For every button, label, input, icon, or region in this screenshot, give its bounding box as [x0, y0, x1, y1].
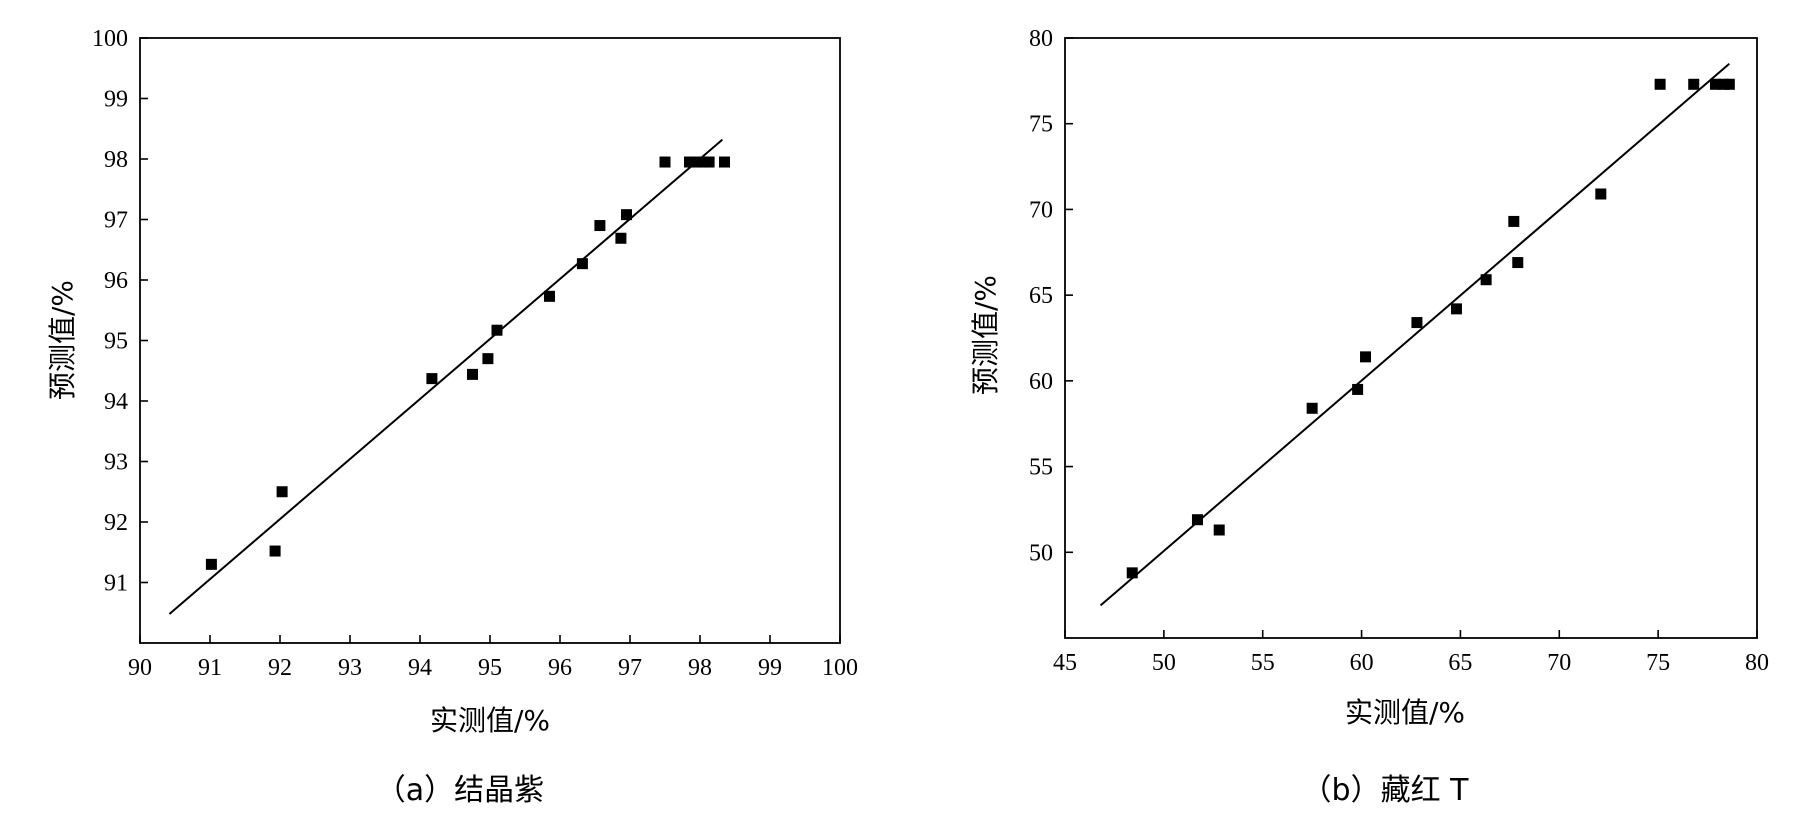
data-point — [276, 486, 288, 498]
y-tick-label: 96 — [104, 268, 128, 294]
fit-line — [168, 138, 724, 615]
data-point — [684, 156, 695, 168]
y-tick-label: 70 — [1029, 197, 1053, 223]
x-tick-label: 91 — [198, 655, 222, 681]
y-tick-label: 50 — [1029, 540, 1053, 566]
caption-a: （a）结晶紫 — [376, 773, 544, 808]
y-axis-label: 预测值/% — [46, 280, 79, 400]
y-tick-label: 98 — [104, 147, 128, 173]
data-point — [594, 220, 606, 232]
data-point — [1306, 402, 1318, 414]
x-tick-label: 98 — [688, 655, 712, 681]
data-point — [1688, 78, 1700, 90]
caption-b: （b）藏红 T — [1302, 773, 1470, 808]
data-point — [1654, 78, 1666, 90]
data-point — [703, 156, 715, 168]
y-tick-label: 55 — [1029, 455, 1053, 481]
x-axis-label: 实测值/% — [1345, 696, 1465, 729]
data-points — [1126, 78, 1735, 579]
y-tick-label: 91 — [104, 571, 128, 597]
y-tick-label: 99 — [104, 87, 128, 113]
plot-frame — [1064, 37, 1758, 639]
y-tick-label: 97 — [104, 208, 128, 234]
x-tick-label: 65 — [1448, 650, 1472, 676]
x-tick-label: 93 — [338, 655, 362, 681]
y-tick-label: 94 — [104, 389, 128, 415]
data-point — [698, 156, 709, 168]
data-point — [1508, 215, 1520, 227]
data-point — [1411, 317, 1423, 329]
x-axis: 45 50 55 60 65 70 75 80 — [1053, 630, 1769, 676]
x-tick-label: 96 — [548, 655, 572, 681]
y-tick-label: 100 — [92, 26, 128, 52]
x-tick-label: 97 — [618, 655, 642, 681]
y-axis: 50 55 60 65 70 75 80 — [1029, 26, 1073, 566]
data-point — [544, 290, 555, 302]
x-axis-label: 实测值/% — [430, 704, 550, 737]
data-point — [1512, 257, 1524, 269]
y-tick-label: 60 — [1029, 369, 1053, 395]
chart-a: 90 91 92 93 94 95 96 97 98 99 100 91 92 93 94 95 96 97 98… — [46, 26, 858, 808]
data-point — [491, 324, 503, 336]
x-tick-label: 90 — [128, 655, 152, 681]
x-tick-label: 55 — [1251, 650, 1275, 676]
data-point — [1717, 78, 1729, 90]
data-point — [1450, 303, 1462, 315]
data-point — [1723, 78, 1735, 90]
x-tick-label: 70 — [1547, 650, 1571, 676]
y-axis: 91 92 93 94 95 96 97 98 99 100 — [92, 26, 148, 597]
plot-frame — [139, 37, 841, 644]
x-tick-label: 92 — [268, 655, 292, 681]
data-point — [719, 156, 730, 168]
x-tick-label: 50 — [1152, 650, 1176, 676]
data-point — [1709, 78, 1721, 90]
data-point — [467, 368, 478, 380]
x-tick-label: 94 — [408, 655, 432, 681]
x-axis: 90 91 92 93 94 95 96 97 98 99 100 — [128, 635, 858, 681]
y-tick-label: 80 — [1029, 26, 1053, 52]
y-tick-label: 65 — [1029, 283, 1053, 309]
chart-b: 45 50 55 60 65 70 75 80 50 55 60 65 70 75 80 实测值/% 预测… — [969, 26, 1769, 808]
data-point — [1595, 188, 1607, 200]
data-point — [615, 232, 627, 244]
data-point — [1352, 383, 1364, 395]
data-point — [1126, 567, 1138, 579]
data-point — [205, 558, 217, 570]
y-tick-label: 95 — [104, 329, 128, 355]
data-point — [426, 373, 438, 385]
y-axis-label: 预测值/% — [969, 275, 1002, 395]
data-point — [1191, 514, 1203, 526]
fit-line — [1099, 62, 1730, 607]
y-tick-label: 93 — [104, 450, 128, 476]
data-point — [621, 209, 632, 221]
x-tick-label: 99 — [758, 655, 782, 681]
data-point — [691, 156, 702, 168]
y-tick-label: 92 — [104, 510, 128, 536]
y-tick-label: 75 — [1029, 112, 1053, 138]
x-tick-label: 75 — [1646, 650, 1670, 676]
data-point — [659, 156, 671, 168]
x-tick-label: 95 — [478, 655, 502, 681]
x-tick-label: 60 — [1350, 650, 1374, 676]
data-point — [1213, 524, 1225, 536]
x-tick-label: 100 — [822, 655, 858, 681]
data-points — [205, 156, 730, 570]
data-point — [576, 258, 588, 270]
data-point — [1480, 274, 1492, 286]
x-tick-label: 80 — [1745, 650, 1769, 676]
data-point — [482, 353, 494, 365]
x-tick-label: 45 — [1053, 650, 1077, 676]
data-point — [269, 545, 281, 557]
data-point — [1360, 351, 1372, 363]
